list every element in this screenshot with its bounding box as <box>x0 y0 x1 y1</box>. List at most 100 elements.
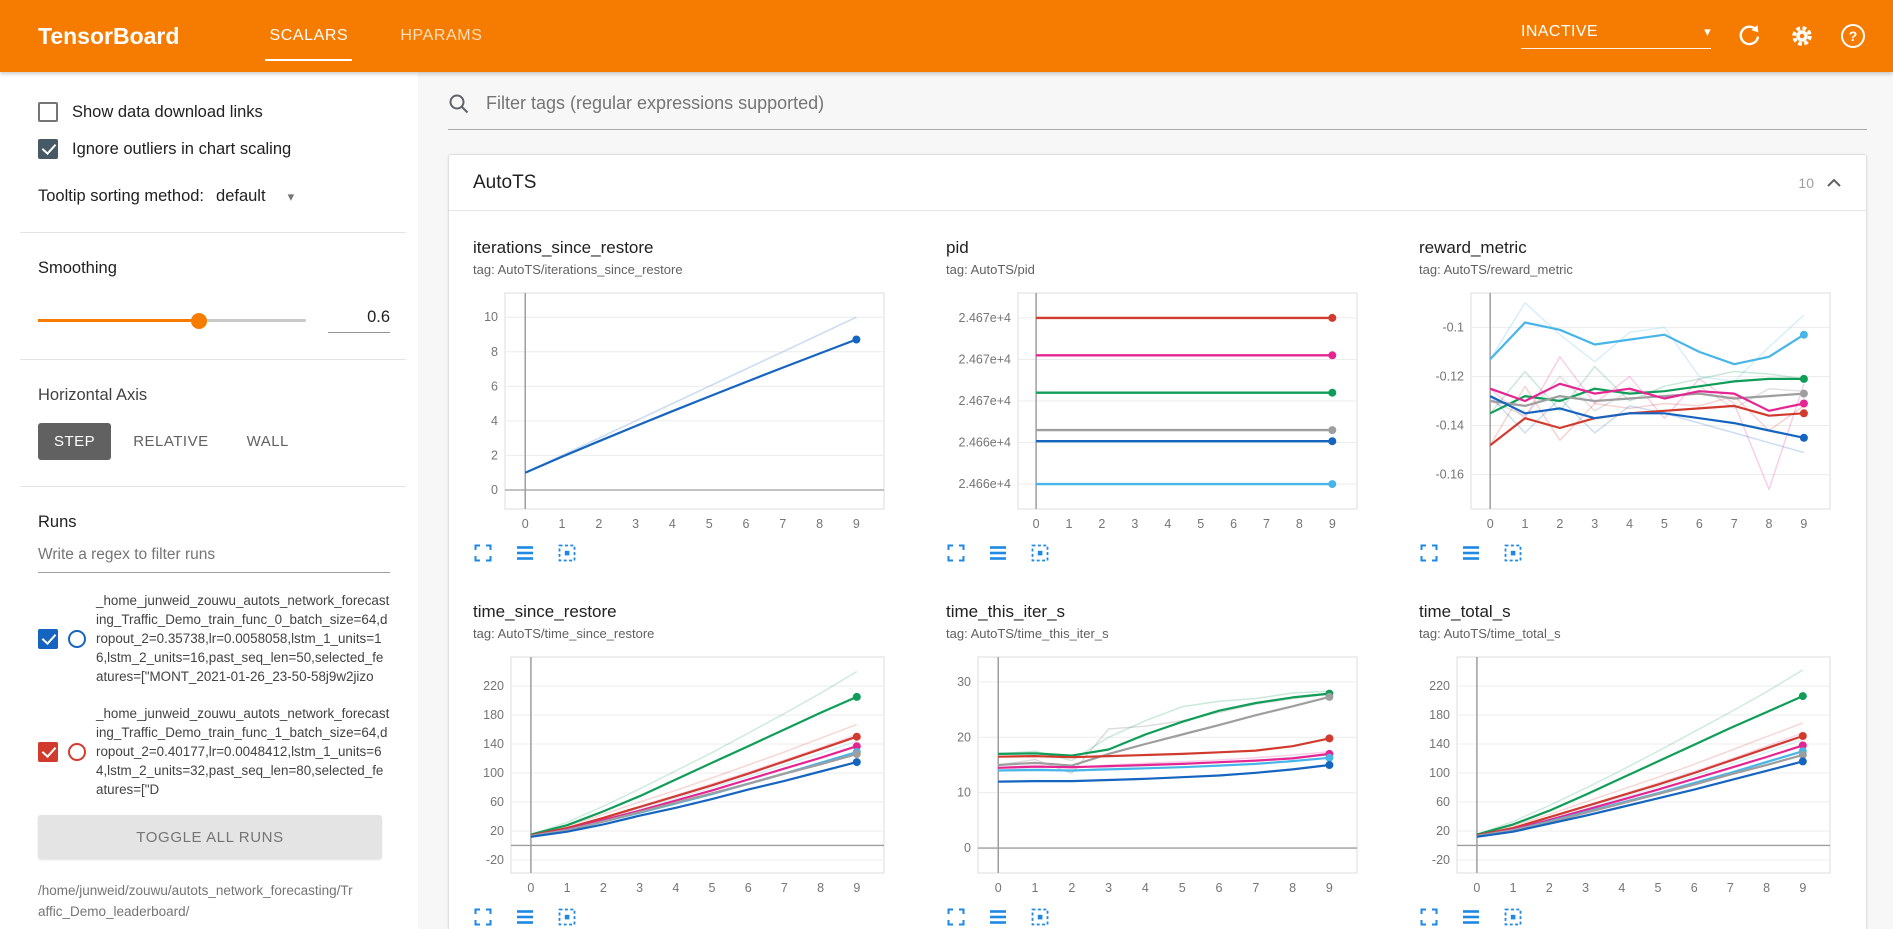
runs-data-icon[interactable] <box>515 543 535 563</box>
svg-text:3: 3 <box>632 517 639 531</box>
svg-text:2: 2 <box>1098 517 1105 531</box>
settings-icon[interactable] <box>1789 23 1815 49</box>
fit-domain-icon[interactable] <box>1030 543 1050 563</box>
chart-title: pid <box>946 238 969 257</box>
smoothing-value[interactable]: 0.6 <box>328 308 390 333</box>
chart-tag: tag: AutoTS/iterations_since_restore <box>473 262 683 277</box>
divider <box>20 486 406 487</box>
run-name: _home_junweid_zouwu_autots_network_forec… <box>96 706 390 798</box>
charts-grid: iterations_since_restore tag: AutoTS/ite… <box>449 211 1866 927</box>
tab-scalars[interactable]: SCALARS <box>243 0 374 72</box>
svg-text:1: 1 <box>1066 517 1073 531</box>
run-radio[interactable] <box>68 742 86 761</box>
chart-plot[interactable]: -20 20 60 100 140 180 220 0 1 2 3 4 5 6 7 8 9 <box>473 645 898 903</box>
svg-text:8: 8 <box>1763 881 1770 895</box>
tag-group-header[interactable]: AutoTS 10 <box>449 155 1866 211</box>
runs-data-icon[interactable] <box>1461 907 1481 927</box>
chevron-down-icon: ▾ <box>287 188 295 204</box>
runs-data-icon[interactable] <box>1461 543 1481 563</box>
svg-text:2: 2 <box>1556 517 1563 531</box>
svg-text:0: 0 <box>995 881 1002 895</box>
fit-domain-icon[interactable] <box>557 907 577 927</box>
show-download-row[interactable]: Show data download links <box>38 102 390 122</box>
svg-text:5: 5 <box>1197 517 1204 531</box>
svg-text:1: 1 <box>559 517 566 531</box>
chart-plot[interactable]: 0 10 20 30 0 1 2 3 4 5 6 7 8 9 <box>946 645 1371 903</box>
fit-domain-icon[interactable] <box>1503 907 1523 927</box>
expand-chart-icon[interactable] <box>1419 543 1439 563</box>
chart-plot[interactable]: -0.1 -0.12 -0.14 -0.16 0 1 2 3 4 5 6 7 8 9 <box>1419 281 1844 539</box>
expand-chart-icon[interactable] <box>946 907 966 927</box>
svg-text:6: 6 <box>491 379 498 393</box>
tag-filter-input[interactable] <box>484 92 1867 115</box>
chart-plot[interactable]: -20 20 60 100 140 180 220 0 1 2 3 4 5 6 7 8 9 <box>1419 645 1844 903</box>
chevron-up-icon[interactable] <box>1826 178 1842 188</box>
status-label: INACTIVE <box>1521 23 1598 40</box>
expand-chart-icon[interactable] <box>473 543 493 563</box>
fit-domain-icon[interactable] <box>1503 543 1523 563</box>
axis-wall-button[interactable]: WALL <box>231 423 305 460</box>
svg-text:6: 6 <box>1696 517 1703 531</box>
svg-text:7: 7 <box>1263 517 1270 531</box>
smoothing-slider[interactable] <box>38 312 306 329</box>
help-icon[interactable]: ? <box>1841 24 1865 48</box>
svg-text:4: 4 <box>1164 517 1171 531</box>
run-radio[interactable] <box>68 629 86 648</box>
refresh-icon[interactable] <box>1737 23 1763 49</box>
svg-text:20: 20 <box>490 824 504 838</box>
expand-chart-icon[interactable] <box>473 907 493 927</box>
tag-filter-row <box>448 92 1867 130</box>
svg-text:3: 3 <box>1591 517 1598 531</box>
svg-text:7: 7 <box>781 881 788 895</box>
chart-plot[interactable]: 0 2 4 6 8 10 0 1 2 3 4 5 6 7 8 9 <box>473 281 898 539</box>
smoothing-slider-thumb[interactable] <box>190 312 207 329</box>
runs-data-icon[interactable] <box>515 907 535 927</box>
svg-text:6: 6 <box>745 881 752 895</box>
run-item[interactable]: _home_junweid_zouwu_autots_network_forec… <box>38 704 390 799</box>
ignore-outliers-checkbox[interactable] <box>38 139 58 159</box>
svg-text:9: 9 <box>1799 881 1806 895</box>
show-download-checkbox[interactable] <box>38 102 58 122</box>
fit-domain-icon[interactable] <box>1030 907 1050 927</box>
chart-tag: tag: AutoTS/time_this_iter_s <box>946 626 1109 641</box>
chart-toolbar <box>1419 907 1844 927</box>
ignore-outliers-row[interactable]: Ignore outliers in chart scaling <box>38 139 390 159</box>
svg-text:180: 180 <box>1429 708 1450 722</box>
svg-text:0: 0 <box>1033 517 1040 531</box>
svg-text:20: 20 <box>1436 824 1450 838</box>
expand-chart-icon[interactable] <box>946 543 966 563</box>
axis-step-button[interactable]: STEP <box>38 423 112 460</box>
tooltip-sort-select[interactable]: default ▾ <box>216 187 294 206</box>
fit-domain-icon[interactable] <box>557 543 577 563</box>
runs-data-icon[interactable] <box>988 543 1008 563</box>
runs-data-icon[interactable] <box>988 907 1008 927</box>
run-checkbox[interactable] <box>38 741 58 762</box>
svg-text:1: 1 <box>564 881 571 895</box>
expand-chart-icon[interactable] <box>1419 907 1439 927</box>
settings-sidebar: Show data download links Ignore outliers… <box>0 72 418 929</box>
svg-text:8: 8 <box>1289 881 1296 895</box>
svg-text:5: 5 <box>1661 517 1668 531</box>
chart-tag: tag: AutoTS/reward_metric <box>1419 262 1573 277</box>
svg-text:2.467e+4: 2.467e+4 <box>959 311 1012 325</box>
svg-text:1: 1 <box>1522 517 1529 531</box>
svg-text:8: 8 <box>1296 517 1303 531</box>
toggle-all-runs-button[interactable]: TOGGLE ALL RUNS <box>38 815 382 860</box>
svg-text:220: 220 <box>1429 679 1450 693</box>
run-status-select[interactable]: INACTIVE ▾ <box>1521 23 1711 49</box>
svg-text:1: 1 <box>1032 881 1039 895</box>
axis-relative-button[interactable]: RELATIVE <box>117 423 224 460</box>
runs-filter-input[interactable] <box>38 538 390 573</box>
svg-text:10: 10 <box>957 786 971 800</box>
tab-hparams[interactable]: HPARAMS <box>400 27 483 44</box>
svg-text:-20: -20 <box>486 853 504 867</box>
run-checkbox[interactable] <box>38 628 58 649</box>
svg-text:9: 9 <box>853 517 860 531</box>
chart-title: time_this_iter_s <box>946 602 1066 621</box>
tooltip-sort-label: Tooltip sorting method: <box>38 187 205 205</box>
horizontal-axis-label: Horizontal Axis <box>38 386 148 404</box>
chart-panel: iterations_since_restore tag: AutoTS/ite… <box>473 237 898 563</box>
svg-text:0: 0 <box>522 517 529 531</box>
run-item[interactable]: _home_junweid_zouwu_autots_network_forec… <box>38 591 390 686</box>
chart-plot[interactable]: 2.467e+4 2.467e+4 2.467e+4 2.466e+4 2.466e+4… <box>946 281 1371 539</box>
